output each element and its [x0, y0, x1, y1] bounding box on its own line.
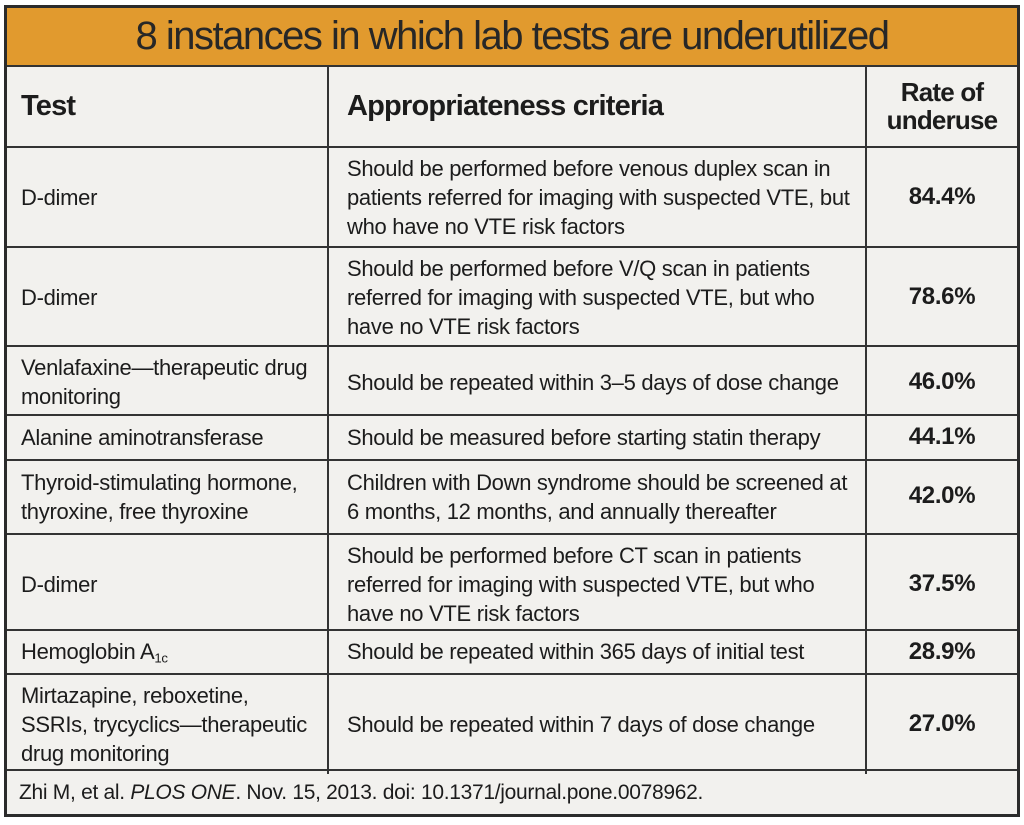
test-label: Hemoglobin A1c: [21, 639, 168, 666]
test-cell: D-dimer: [21, 285, 98, 311]
test-label-subscript: 1c: [154, 650, 168, 666]
test-cell: D-dimer: [21, 571, 98, 597]
column-header-test: Test: [21, 90, 76, 122]
journal-name: PLOS ONE: [130, 780, 236, 804]
criteria-cell: Should be repeated within 3–5 days of do…: [327, 347, 865, 418]
column-header-criteria: Appropriateness criteria: [327, 67, 865, 146]
criteria-cell: Should be repeated within 365 days of in…: [327, 630, 865, 673]
rate-cell: 84.4%: [865, 148, 1017, 248]
table-row: D-dimer Should be performed before venou…: [7, 146, 1017, 248]
table-row: D-dimer Should be performed before CT sc…: [7, 532, 1017, 634]
title-bar: 8 instances in which lab tests are under…: [7, 8, 1017, 65]
rate-cell: 46.0%: [865, 347, 1017, 418]
page-title: 8 instances in which lab tests are under…: [135, 14, 890, 58]
citation-text: Zhi M, et al. PLOS ONE. Nov. 15, 2013. d…: [19, 780, 704, 804]
criteria-cell: Children with Down syndrome should be sc…: [327, 460, 865, 533]
rate-cell: 78.6%: [865, 248, 1017, 348]
test-cell: Alanine aminotransferase: [21, 424, 264, 450]
test-cell: Venlafaxine—therapeutic drug monitoring: [21, 355, 308, 410]
table-row: Mirtazapine, reboxetine, SSRIs, trycycli…: [7, 672, 1017, 774]
test-cell: Thyroid-stimulating hormone, thyroxine, …: [21, 469, 298, 524]
rate-cell: 37.5%: [865, 534, 1017, 634]
table-row: Alanine aminotransferase Should be measu…: [7, 413, 1017, 459]
table-row: Venlafaxine—therapeutic drug monitoring …: [7, 345, 1017, 418]
rate-cell: 27.0%: [865, 674, 1017, 774]
criteria-cell: Should be performed before CT scan in pa…: [327, 534, 865, 634]
criteria-cell: Should be repeated within 7 days of dose…: [327, 674, 865, 774]
test-cell: Hemoglobin A1c: [7, 631, 327, 673]
test-cell: D-dimer: [21, 185, 98, 211]
column-header-rate: Rate of underuse: [865, 67, 1017, 146]
table-row: Thyroid-stimulating hormone, thyroxine, …: [7, 458, 1017, 533]
table-row: D-dimer Should be performed before V/Q s…: [7, 246, 1017, 348]
test-cell: Mirtazapine, reboxetine, SSRIs, trycycli…: [21, 682, 307, 766]
criteria-cell: Should be performed before V/Q scan in p…: [327, 248, 865, 348]
table-row: Hemoglobin A1c Should be repeated within…: [7, 628, 1017, 673]
rate-cell: 44.1%: [865, 415, 1017, 459]
infographic-panel: 8 instances in which lab tests are under…: [4, 5, 1020, 817]
rate-cell: 42.0%: [865, 460, 1017, 533]
rate-cell: 28.9%: [865, 630, 1017, 673]
criteria-cell: Should be performed before venous duplex…: [327, 148, 865, 248]
citation: Zhi M, et al. PLOS ONE. Nov. 15, 2013. d…: [7, 769, 1017, 814]
column-header-rate-label: Rate of underuse: [886, 77, 998, 135]
criteria-cell: Should be measured before starting stati…: [327, 415, 865, 459]
table-header-row: Test Appropriateness criteria Rate of un…: [7, 65, 1017, 146]
